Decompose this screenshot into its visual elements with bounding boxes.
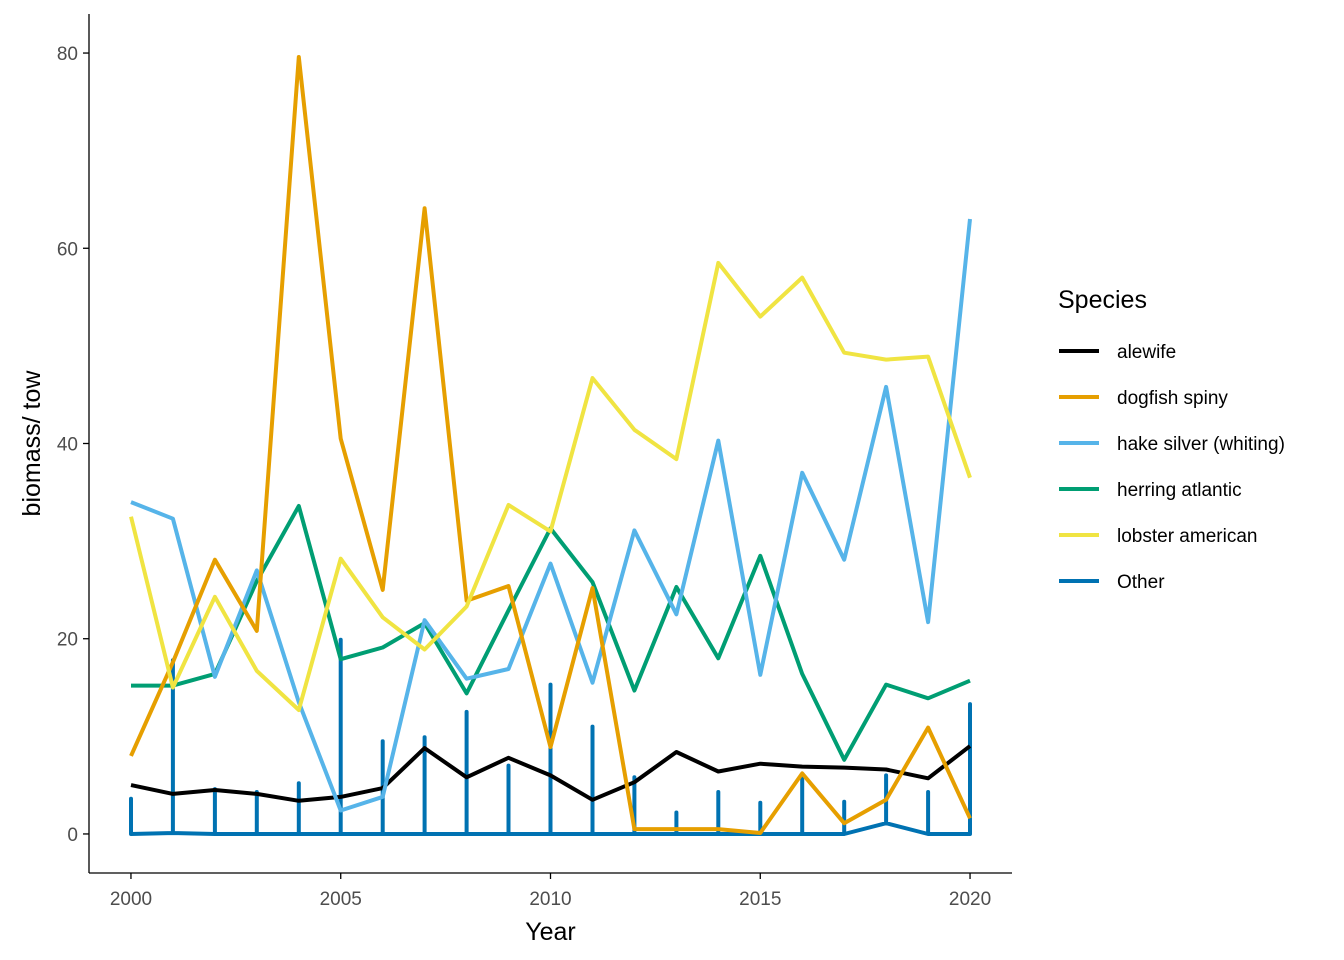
legend-label: alewife: [1117, 342, 1176, 363]
y-axis-title: biomass/ tow: [18, 370, 46, 517]
legend-label: dogfish spiny: [1117, 388, 1228, 409]
x-axis-title: Year: [525, 918, 576, 946]
series-line-dogfish-spiny: [129, 55, 972, 835]
legend-label: herring atlantic: [1117, 480, 1242, 501]
x-tick-label: 2015: [739, 889, 781, 910]
plot-area: [129, 55, 972, 836]
legend: Species alewife dogfish spiny hake silver …: [1058, 286, 1285, 593]
x-tick-label: 2000: [110, 889, 152, 910]
legend-label: Other: [1117, 572, 1165, 593]
series-line-lobster-american: [129, 260, 972, 712]
y-tick-label: 60: [57, 239, 78, 260]
series-line-hake-silver-whiting: [130, 218, 972, 813]
y-tick-label: 40: [57, 435, 78, 456]
legend-label: hake silver (whiting): [1117, 434, 1285, 455]
y-tick-label: 80: [57, 44, 78, 65]
x-tick-label: 2010: [529, 889, 571, 910]
legend-label: lobster american: [1117, 526, 1257, 547]
x-tick-label: 2020: [949, 889, 991, 910]
series-line-other: [129, 637, 972, 836]
x-tick-label: 2005: [320, 889, 362, 910]
legend-title: Species: [1058, 286, 1147, 314]
y-tick-label: 0: [67, 825, 78, 846]
y-tick-label: 20: [57, 630, 78, 651]
series-line-alewife: [130, 744, 972, 803]
y-axis: 0 20 40 60 80: [57, 44, 89, 846]
x-axis: 2000 2005 2010 2015 2020: [110, 873, 991, 910]
